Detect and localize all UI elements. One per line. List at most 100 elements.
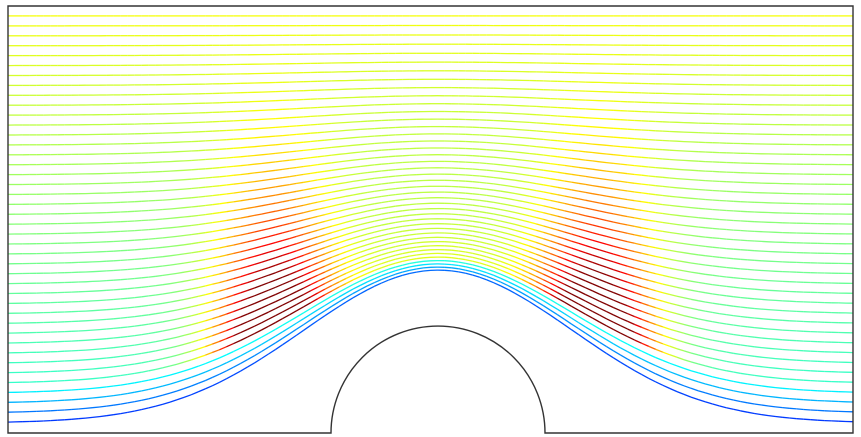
streamline-segment [655,157,663,160]
streamline-segment [704,310,713,314]
streamline-segment [486,279,495,284]
streamline-segment [606,227,614,231]
streamline-segment [120,259,128,262]
streamline-segment [704,337,713,341]
streamline-segment [155,403,164,407]
streamline-segment [726,323,734,326]
streamline-segment [162,245,171,248]
streamline-segment [634,217,642,220]
streamline-segment [641,252,649,256]
streamline-segment [219,254,227,258]
streamline-segment [578,213,586,217]
streamline-segment [317,123,325,126]
streamline-segment [782,358,790,361]
streamline-segment [690,387,699,392]
streamline-segment [606,153,614,156]
streamline-segment [620,180,628,184]
streamline-segment [479,273,488,278]
streamline-segment [458,250,466,253]
streamline-segment [493,234,502,238]
streamline-segment [592,134,600,137]
streamline-segment [331,296,340,302]
streamline-segment [521,187,530,190]
streamline-segment [99,328,107,331]
streamline-segment [606,161,614,165]
streamline-segment [324,300,333,307]
streamline-segment [127,334,135,338]
streamline-segment [697,309,706,312]
streamline-segment [282,125,290,128]
streamline-segment [204,351,213,356]
streamline-segment [712,311,720,315]
streamline-segment [507,281,516,286]
streamline-segment [183,243,192,246]
streamline-segment [303,238,312,243]
streamline-segment [578,290,586,296]
streamline-segment [704,365,713,369]
streamline-segment [275,160,283,163]
streamline-segment [92,319,100,322]
streamline-segment [367,190,375,194]
streamline-segment [106,318,114,321]
streamline-segment [578,158,586,161]
streamline-segment [458,254,466,257]
streamline-segment [704,374,713,378]
streamline-segment [352,186,361,189]
streamline-segment [458,233,466,236]
streamline-segment [219,237,227,240]
streamline-segment [155,265,163,268]
streamline-segment [240,313,248,318]
streamline-segment [127,239,135,242]
streamline-segment [627,215,635,219]
streamline-segment [211,349,220,354]
streamline-segment [317,220,326,224]
streamline-segment [542,262,551,267]
streamline-segment [719,266,727,269]
streamline-segment [366,282,375,287]
streamline-segment [113,250,121,252]
streamline-segment [733,343,741,346]
streamline-segment [662,230,671,234]
streamline-segment [719,312,727,316]
streamline-segment [352,199,361,203]
streamline-segment [338,221,347,225]
streamline-segment [676,382,685,387]
streamline-segment [162,189,171,192]
streamline-segment [233,251,241,255]
streamline-segment [676,214,685,217]
streamline-segment [726,238,734,241]
streamline-segment [296,181,304,185]
streamline-segment [592,151,600,154]
streamline-segment [374,229,382,233]
streamline-segment [120,402,128,405]
streamline-segment [465,247,473,250]
streamline-segment [521,129,530,132]
streamline-segment [669,293,678,297]
streamline-segment [289,303,298,309]
streamline-segment [563,307,572,313]
streamline-segment [388,273,396,278]
streamline-segment [289,322,298,328]
streamline-segment [162,301,171,304]
streamline-segment [564,132,572,135]
streamline-segment [296,312,305,318]
streamline-segment [549,314,558,321]
streamline-segment [592,304,600,309]
streamline-segment [268,226,276,230]
streamline-segment [380,279,389,284]
streamline-segment [620,347,629,353]
streamline-segment [789,388,797,391]
streamline-segment [268,335,276,341]
streamline-segment [169,217,178,220]
streamline-segment [550,131,558,134]
streamline-segment [402,269,410,273]
streamline-segment [99,309,107,311]
streamline-segment [134,219,142,222]
streamline-segment [282,191,290,195]
streamline-segment [542,284,551,290]
streamline-segment [134,286,142,289]
streamline-segment [324,212,333,216]
streamline-segment [627,173,635,176]
streamline-segment [198,195,206,198]
streamline-segment [585,215,593,218]
